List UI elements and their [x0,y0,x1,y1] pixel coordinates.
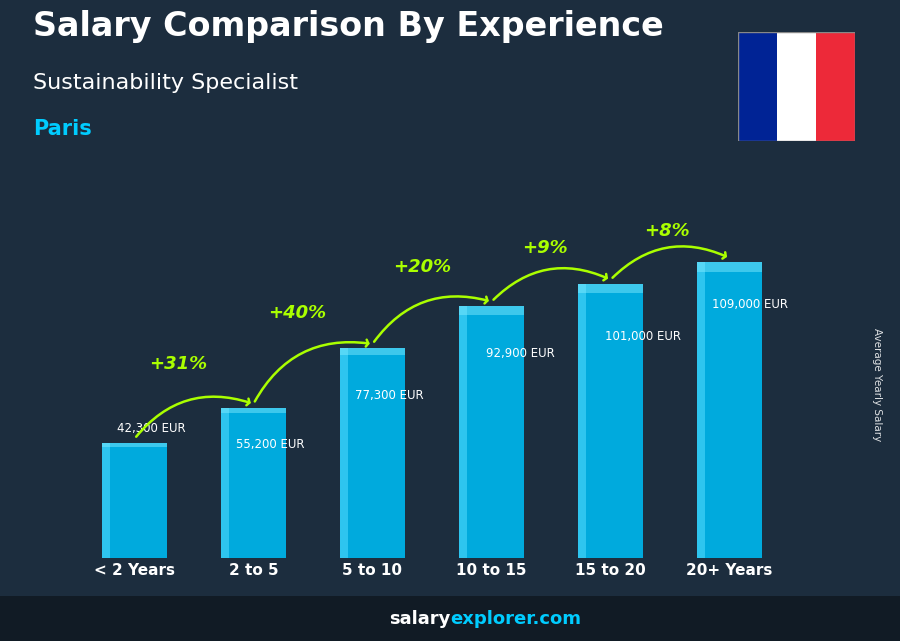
Bar [340,348,405,558]
Text: explorer.com: explorer.com [450,610,581,628]
Text: salary: salary [389,610,450,628]
Bar [816,32,855,141]
Bar [459,306,467,558]
Bar [697,262,762,272]
Text: +40%: +40% [268,304,327,322]
Bar [102,443,167,558]
Bar [102,443,110,558]
Bar [340,348,405,355]
Text: 92,900 EUR: 92,900 EUR [486,347,554,360]
Bar [697,262,706,558]
Bar [220,408,286,413]
Bar [220,408,230,558]
Bar [459,306,524,315]
Bar [340,348,348,558]
Bar [220,408,286,558]
Bar [578,284,586,558]
Text: 15 to 20: 15 to 20 [575,563,646,578]
Text: 55,200 EUR: 55,200 EUR [236,438,304,451]
Text: +8%: +8% [644,222,689,240]
Bar [102,443,167,447]
Text: 5 to 10: 5 to 10 [343,563,402,578]
Bar [459,306,524,558]
Text: 77,300 EUR: 77,300 EUR [355,389,423,403]
Text: +31%: +31% [149,355,208,373]
Text: Paris: Paris [33,119,92,140]
Text: 101,000 EUR: 101,000 EUR [605,330,680,344]
Text: 20+ Years: 20+ Years [687,563,773,578]
Bar [578,284,644,294]
Text: 109,000 EUR: 109,000 EUR [712,298,788,311]
Text: 10 to 15: 10 to 15 [456,563,526,578]
Text: 42,300 EUR: 42,300 EUR [117,422,185,435]
Bar [777,32,816,141]
Text: +9%: +9% [522,238,568,256]
Bar [738,32,777,141]
Text: Sustainability Specialist: Sustainability Specialist [33,73,298,93]
Bar [578,284,644,558]
Text: 2 to 5: 2 to 5 [229,563,278,578]
Text: +20%: +20% [393,258,452,276]
Text: Average Yearly Salary: Average Yearly Salary [872,328,883,441]
Text: < 2 Years: < 2 Years [94,563,175,578]
Text: Salary Comparison By Experience: Salary Comparison By Experience [33,10,664,43]
Bar [697,262,762,558]
